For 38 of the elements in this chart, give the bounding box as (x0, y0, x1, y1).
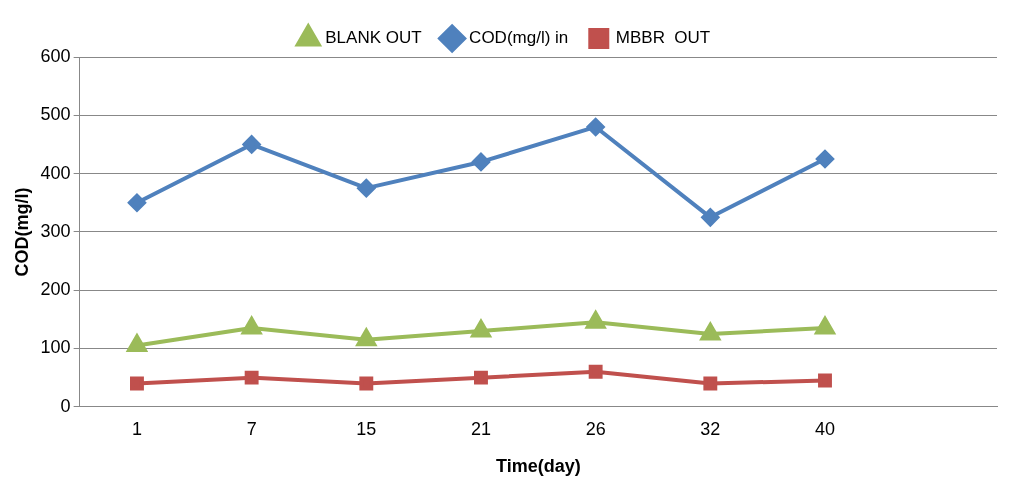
point (815, 150, 834, 169)
point (700, 322, 721, 341)
y-tick-label: 100 (40, 337, 71, 358)
point (701, 208, 720, 227)
legend-label: COD(mg/l) in (469, 28, 569, 48)
y-tick-label: 0 (60, 395, 71, 416)
y-axis-title: COD(mg/l) (11, 187, 32, 277)
point (703, 376, 718, 391)
x-tick-label: 15 (356, 418, 377, 439)
point (471, 320, 491, 338)
point (815, 317, 835, 335)
y-tick-label: 300 (40, 220, 71, 241)
y-tick-label: 600 (40, 45, 71, 66)
point (471, 152, 490, 171)
x-axis-title: Time(day) (495, 456, 581, 477)
point (359, 376, 374, 391)
x-tick-label: 7 (246, 418, 257, 439)
y-tick-label: 400 (40, 162, 71, 183)
x-tick-label: 26 (585, 418, 606, 439)
point (585, 311, 606, 329)
y-tick-label: 200 (40, 279, 71, 300)
x-tick-label: 32 (700, 418, 721, 439)
point (130, 376, 144, 391)
y-tick-label: 500 (40, 104, 71, 125)
point (818, 373, 832, 388)
legend-label: BLANK OUT (325, 28, 422, 48)
point (357, 179, 376, 198)
point (241, 317, 262, 335)
point (242, 135, 261, 154)
point (586, 117, 605, 136)
point (244, 370, 259, 385)
legend-label: MBBR OUT (615, 28, 711, 48)
x-tick-label: 21 (470, 418, 491, 439)
x-tick-label: 1 (131, 418, 142, 439)
x-tick-label: 40 (814, 418, 836, 439)
point (588, 364, 603, 379)
point (127, 193, 146, 212)
point (474, 370, 488, 385)
